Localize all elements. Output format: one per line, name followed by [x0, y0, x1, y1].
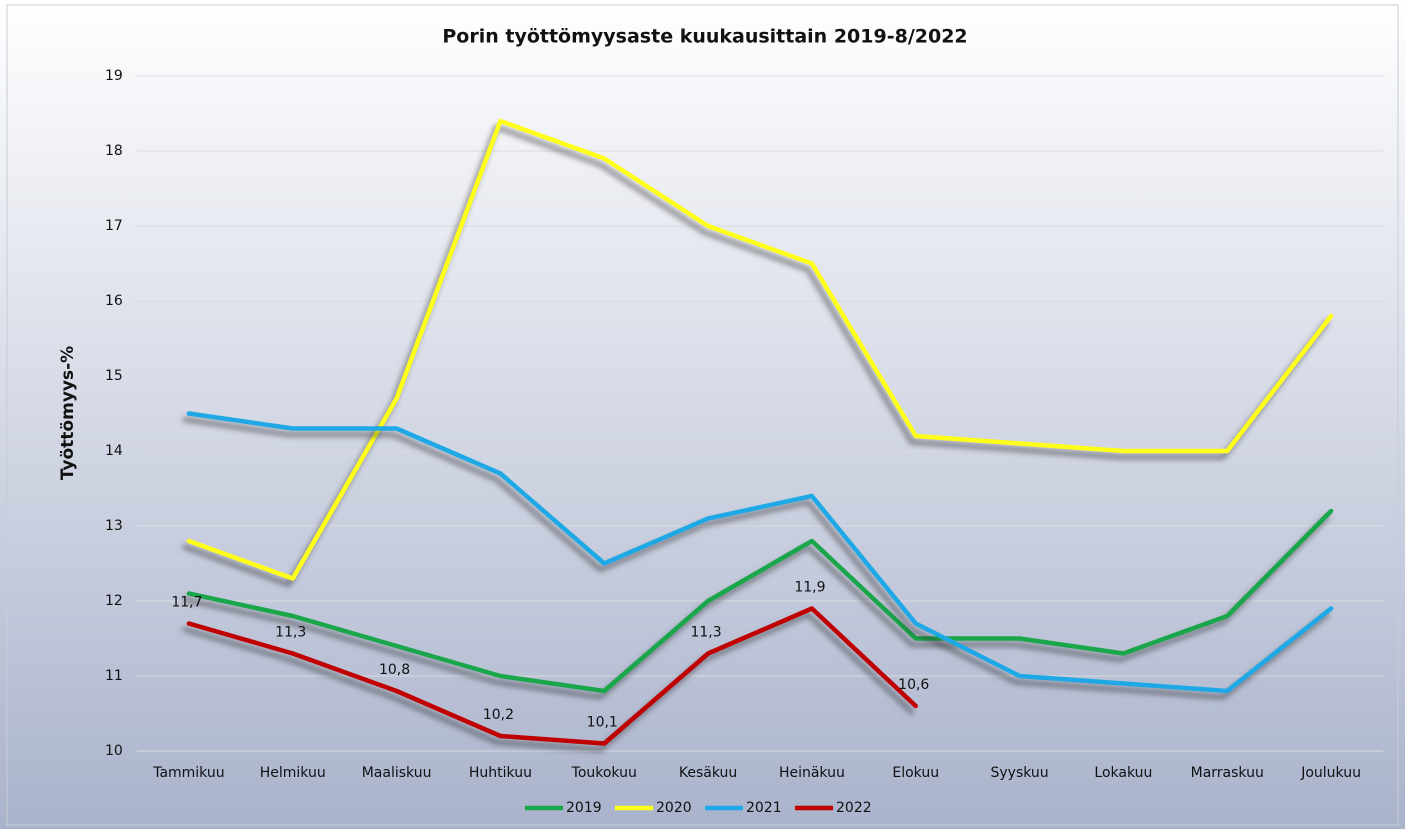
y-tick-label: 17 — [105, 218, 123, 234]
data-label: 11,3 — [690, 625, 721, 641]
data-label: 10,2 — [483, 707, 514, 723]
chart-title: Porin työttömyysaste kuukausittain 2019-… — [442, 26, 967, 48]
data-label: 10,6 — [898, 677, 929, 693]
y-tick-label: 16 — [105, 293, 123, 309]
y-tick-label: 15 — [105, 368, 123, 384]
series-line — [186, 508, 1334, 694]
series-line — [186, 606, 918, 746]
frame — [6, 4, 1399, 826]
y-tick-label: 18 — [105, 143, 123, 159]
y-tick-label: 10 — [105, 743, 123, 759]
data-label: 10,1 — [587, 715, 618, 731]
y-tick-label: 11 — [105, 668, 123, 684]
data-label: 11,7 — [171, 595, 202, 611]
y-tick-label: 19 — [105, 68, 123, 84]
x-tick-label: Heinäkuu — [779, 765, 845, 781]
x-tick-label: Syyskuu — [990, 765, 1048, 781]
legend-label: 2020 — [656, 800, 692, 816]
legend-label: 2021 — [746, 800, 782, 816]
y-tick-label: 12 — [105, 593, 123, 609]
x-tick-label: Lokakuu — [1094, 765, 1152, 781]
x-tick-label: Tammikuu — [152, 765, 224, 781]
x-tick-label: Maaliskuu — [362, 765, 432, 781]
x-tick-label: Huhtikuu — [469, 765, 532, 781]
y-axis-label: Työttömyys-% — [58, 346, 78, 480]
x-tick-label: Helmikuu — [260, 765, 326, 781]
x-tick-label: Toukokuu — [571, 765, 637, 781]
y-tick-label: 13 — [105, 518, 123, 534]
x-tick-label: Elokuu — [892, 765, 939, 781]
data-label: 11,9 — [794, 580, 825, 596]
legend-label: 2019 — [566, 800, 602, 816]
x-tick-label: Joulukuu — [1300, 765, 1361, 781]
data-label: 11,3 — [275, 625, 306, 641]
data-label: 10,8 — [379, 662, 410, 678]
x-tick-label: Marraskuu — [1191, 765, 1264, 781]
x-tick-label: Kesäkuu — [679, 765, 737, 781]
y-tick-label: 14 — [105, 443, 123, 459]
series-line — [186, 411, 1334, 694]
legend-label: 2022 — [836, 800, 872, 816]
